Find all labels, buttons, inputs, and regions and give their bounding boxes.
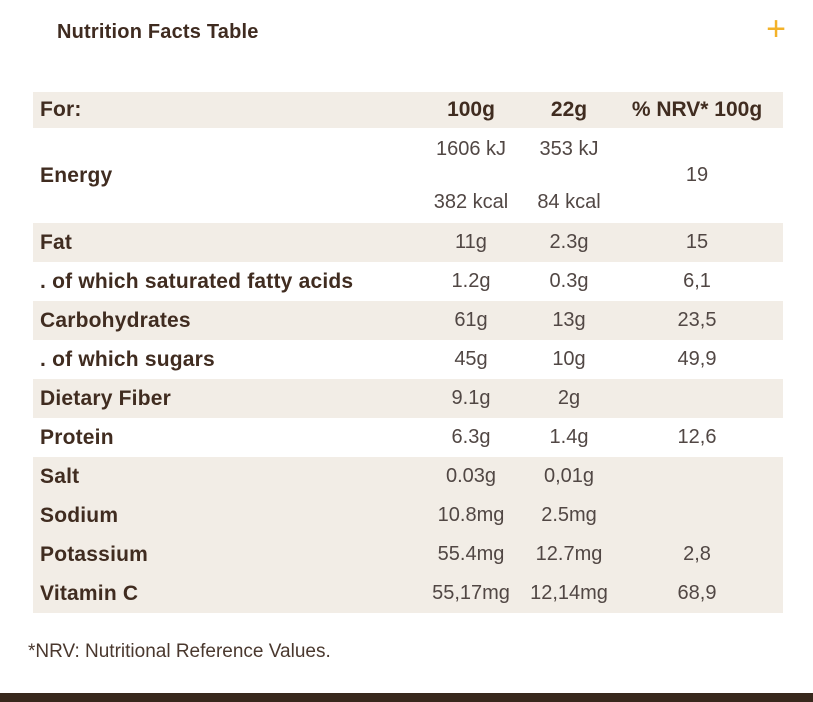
nutrient-label: Protein (40, 425, 114, 449)
energy-kj-100g: 1606 kJ (435, 138, 507, 160)
value-100g: 61g (454, 309, 488, 331)
table-row: Dietary Fiber 9.1g 2g (33, 379, 783, 418)
table-row: . of which sugars 45g 10g 49,9 (33, 340, 783, 379)
nutrient-label: Sodium (40, 503, 119, 527)
value-22g: 12,14mg (530, 582, 608, 604)
value-22g: 0,01g (543, 465, 595, 487)
bottom-border-bar (0, 693, 813, 702)
nutrient-label: Fat (40, 230, 73, 254)
value-nrv: 2,8 (683, 543, 711, 565)
header-nrv: % NRV* 100g (631, 98, 763, 121)
section-header: Nutrition Facts Table + (0, 0, 813, 72)
value-22g: 12.7mg (535, 543, 603, 565)
energy-kj-22g: 353 kJ (539, 138, 599, 160)
table-row: Vitamin C 55,17mg 12,14mg 68,9 (33, 574, 783, 613)
energy-kcal-22g: 84 kcal (537, 191, 601, 213)
nutrient-label: Carbohydrates (40, 308, 191, 332)
value-100g: 0.03g (445, 465, 497, 487)
table-row: Carbohydrates 61g 13g 23,5 (33, 301, 783, 340)
value-100g: 11g (455, 231, 487, 253)
expand-plus-icon[interactable]: + (766, 10, 786, 48)
page-title: Nutrition Facts Table (57, 21, 259, 43)
table-row: Protein 6.3g 1.4g 12,6 (33, 418, 783, 457)
table-row: Potassium 55.4mg 12.7mg 2,8 (33, 535, 783, 574)
header-100g: 100g (447, 98, 495, 121)
nutrient-label: Salt (40, 464, 80, 488)
value-nrv: 68,9 (677, 582, 717, 604)
value-100g: 55,17mg (432, 582, 510, 604)
value-22g: 2g (557, 387, 581, 409)
nutrient-label: Potassium (40, 542, 148, 566)
value-100g: 55.4mg (437, 543, 505, 565)
value-100g: 45g (454, 348, 488, 370)
table-row: Sodium 10.8mg 2.5mg (33, 496, 783, 535)
value-22g: 13g (552, 309, 586, 331)
value-nrv: 6,1 (683, 270, 711, 292)
nutrient-label: Energy (40, 163, 113, 187)
nutrient-label: Dietary Fiber (40, 386, 171, 410)
value-nrv: 23,5 (677, 309, 717, 331)
nutrient-label: Vitamin C (40, 581, 139, 605)
value-nrv: 15 (685, 231, 709, 253)
nutrient-rows: Fat 11g 2.3g 15 . of which saturated fat… (33, 223, 783, 613)
nrv-footnote: *NRV: Nutritional Reference Values. (28, 641, 331, 662)
table-row: Salt 0.03g 0,01g (33, 457, 783, 496)
value-nrv: 12,6 (677, 426, 717, 448)
value-22g: 2.5mg (541, 504, 597, 526)
energy-kcal-100g: 382 kcal (433, 191, 509, 213)
table-row: Fat 11g 2.3g 15 (33, 223, 783, 262)
value-nrv: 49,9 (677, 348, 717, 370)
table-row: . of which saturated fatty acids 1.2g 0.… (33, 262, 783, 301)
energy-row: Energy 1606 kJ 382 kcal 353 kJ 84 kcal 1… (33, 128, 783, 223)
energy-nrv-value: 19 (685, 164, 709, 186)
value-22g: 0.3g (549, 270, 589, 292)
header-for-label: For: (40, 98, 82, 121)
table-header-row: For: 100g 22g % NRV* 100g (33, 92, 783, 128)
value-22g: 1.4g (549, 426, 589, 448)
nutrient-label: . of which saturated fatty acids (40, 269, 354, 293)
header-22g: 22g (550, 98, 588, 121)
energy-values-100g: 1606 kJ 382 kcal (415, 128, 527, 223)
energy-values-22g: 353 kJ 84 kcal (527, 128, 611, 223)
value-100g: 10.8mg (437, 504, 505, 526)
value-100g: 9.1g (451, 387, 491, 409)
value-100g: 6.3g (451, 426, 491, 448)
nutrient-label: . of which sugars (40, 347, 215, 371)
value-22g: 10g (552, 348, 586, 370)
value-100g: 1.2g (451, 270, 491, 292)
value-22g: 2.3g (549, 231, 589, 253)
nutrition-table: For: 100g 22g % NRV* 100g Energy 1606 kJ… (33, 92, 783, 613)
